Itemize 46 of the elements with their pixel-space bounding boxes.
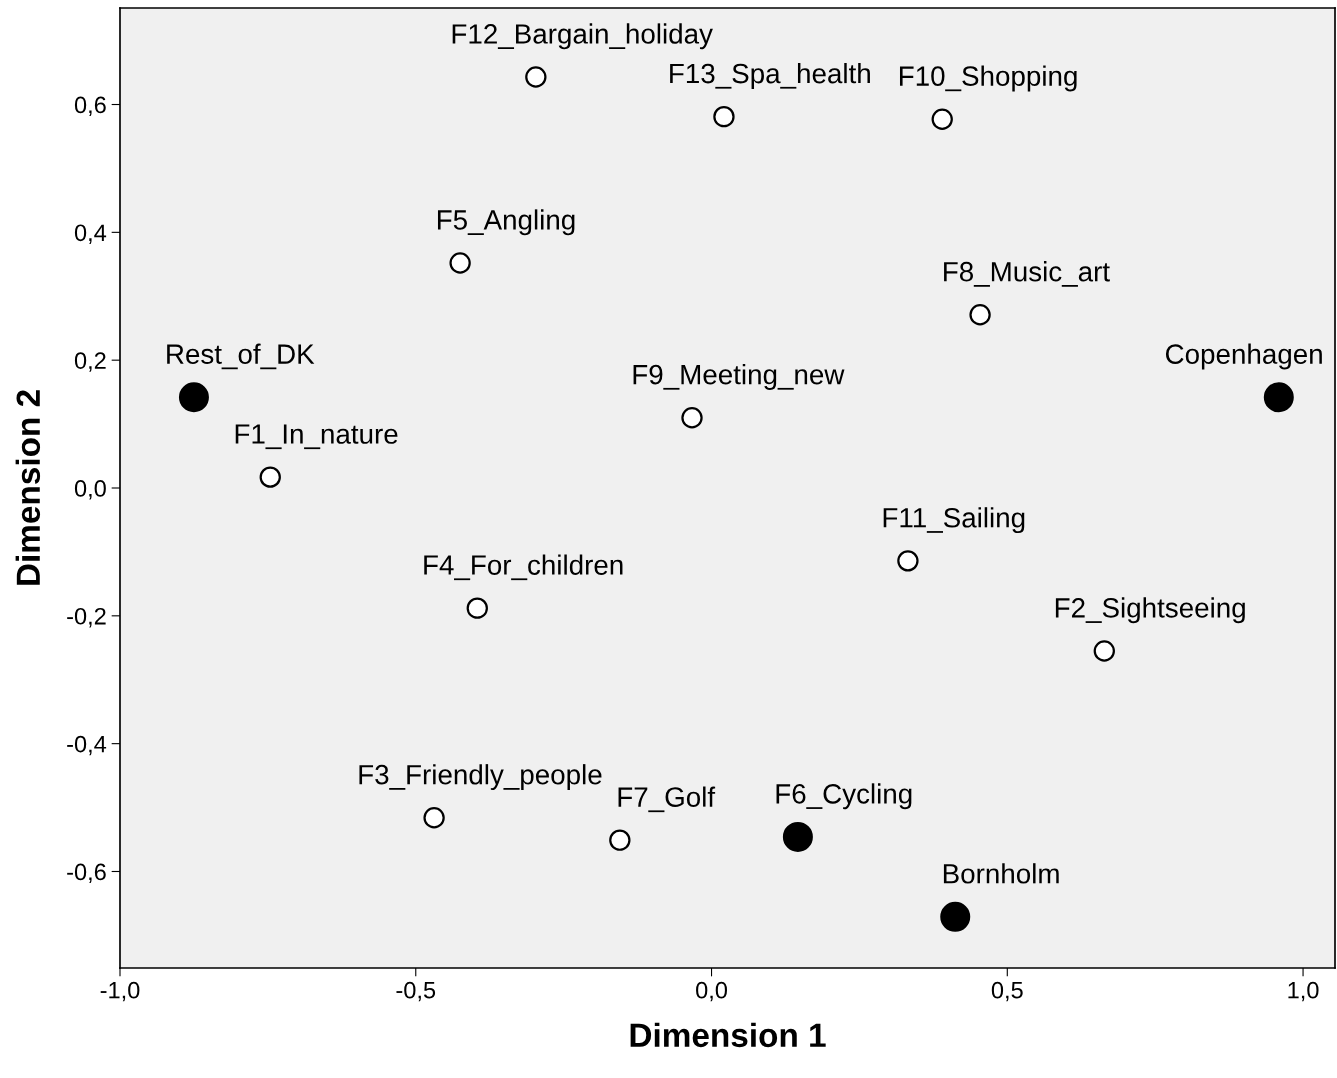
- point: [1263, 382, 1294, 413]
- x-tick-label: -1,0: [100, 981, 140, 1002]
- annotation: F13_Spa_health: [670, 62, 870, 89]
- x-tick-label: -0,5: [396, 981, 436, 1002]
- point: [178, 382, 209, 413]
- point: [525, 66, 547, 88]
- y-tick-label: -0,4: [67, 735, 107, 756]
- y-axis-title: Dimension 2: [15, 390, 41, 585]
- annotation: F4_For_children: [424, 554, 623, 581]
- point: [931, 108, 953, 130]
- point: [897, 550, 919, 572]
- point: [449, 252, 471, 274]
- point: [259, 466, 281, 488]
- annotation: Bornholm: [943, 863, 1059, 884]
- annotation: F3_Friendly_people: [359, 764, 602, 791]
- point: [466, 597, 488, 619]
- point: [423, 807, 445, 829]
- y-tick-label: 0,6: [74, 96, 106, 117]
- x-tick-label: 0,0: [696, 981, 728, 1002]
- annotation: Rest_of_DK: [167, 343, 315, 370]
- annotation: F7_Golf: [618, 786, 716, 813]
- point: [681, 407, 703, 429]
- annotation: F6_Cycling: [776, 783, 912, 810]
- annotation: F9_Meeting_new: [633, 364, 845, 390]
- point: [609, 829, 631, 851]
- annotation: Copenhagen: [1165, 343, 1322, 370]
- y-tick-label: -0,2: [67, 607, 106, 628]
- point: [713, 105, 735, 128]
- annotation: F11_Sailing: [883, 507, 1025, 534]
- y-tick-label: 0,2: [74, 352, 106, 372]
- point: [940, 901, 971, 932]
- annotation: F12_Bargain_holiday: [452, 23, 713, 50]
- point: [782, 821, 813, 852]
- x-axis-title: Dimension 1: [630, 1022, 826, 1048]
- y-tick-label: -0,6: [67, 863, 106, 884]
- annotation: F2_Sightseeing: [1055, 597, 1245, 624]
- x-tick-label: 0,5: [991, 981, 1023, 1002]
- y-tick-label: 0,0: [74, 480, 106, 500]
- point: [969, 304, 991, 326]
- y-tick-label: 0,4: [74, 224, 107, 244]
- annotation: F5_Angling: [437, 209, 575, 236]
- point: [1093, 640, 1115, 662]
- annotation: F8_Music_art: [944, 261, 1110, 287]
- annotation: F1_In_nature: [235, 424, 398, 450]
- x-tick-label: 1,0: [1288, 981, 1319, 1002]
- annotation: F10_Shopping: [899, 65, 1077, 92]
